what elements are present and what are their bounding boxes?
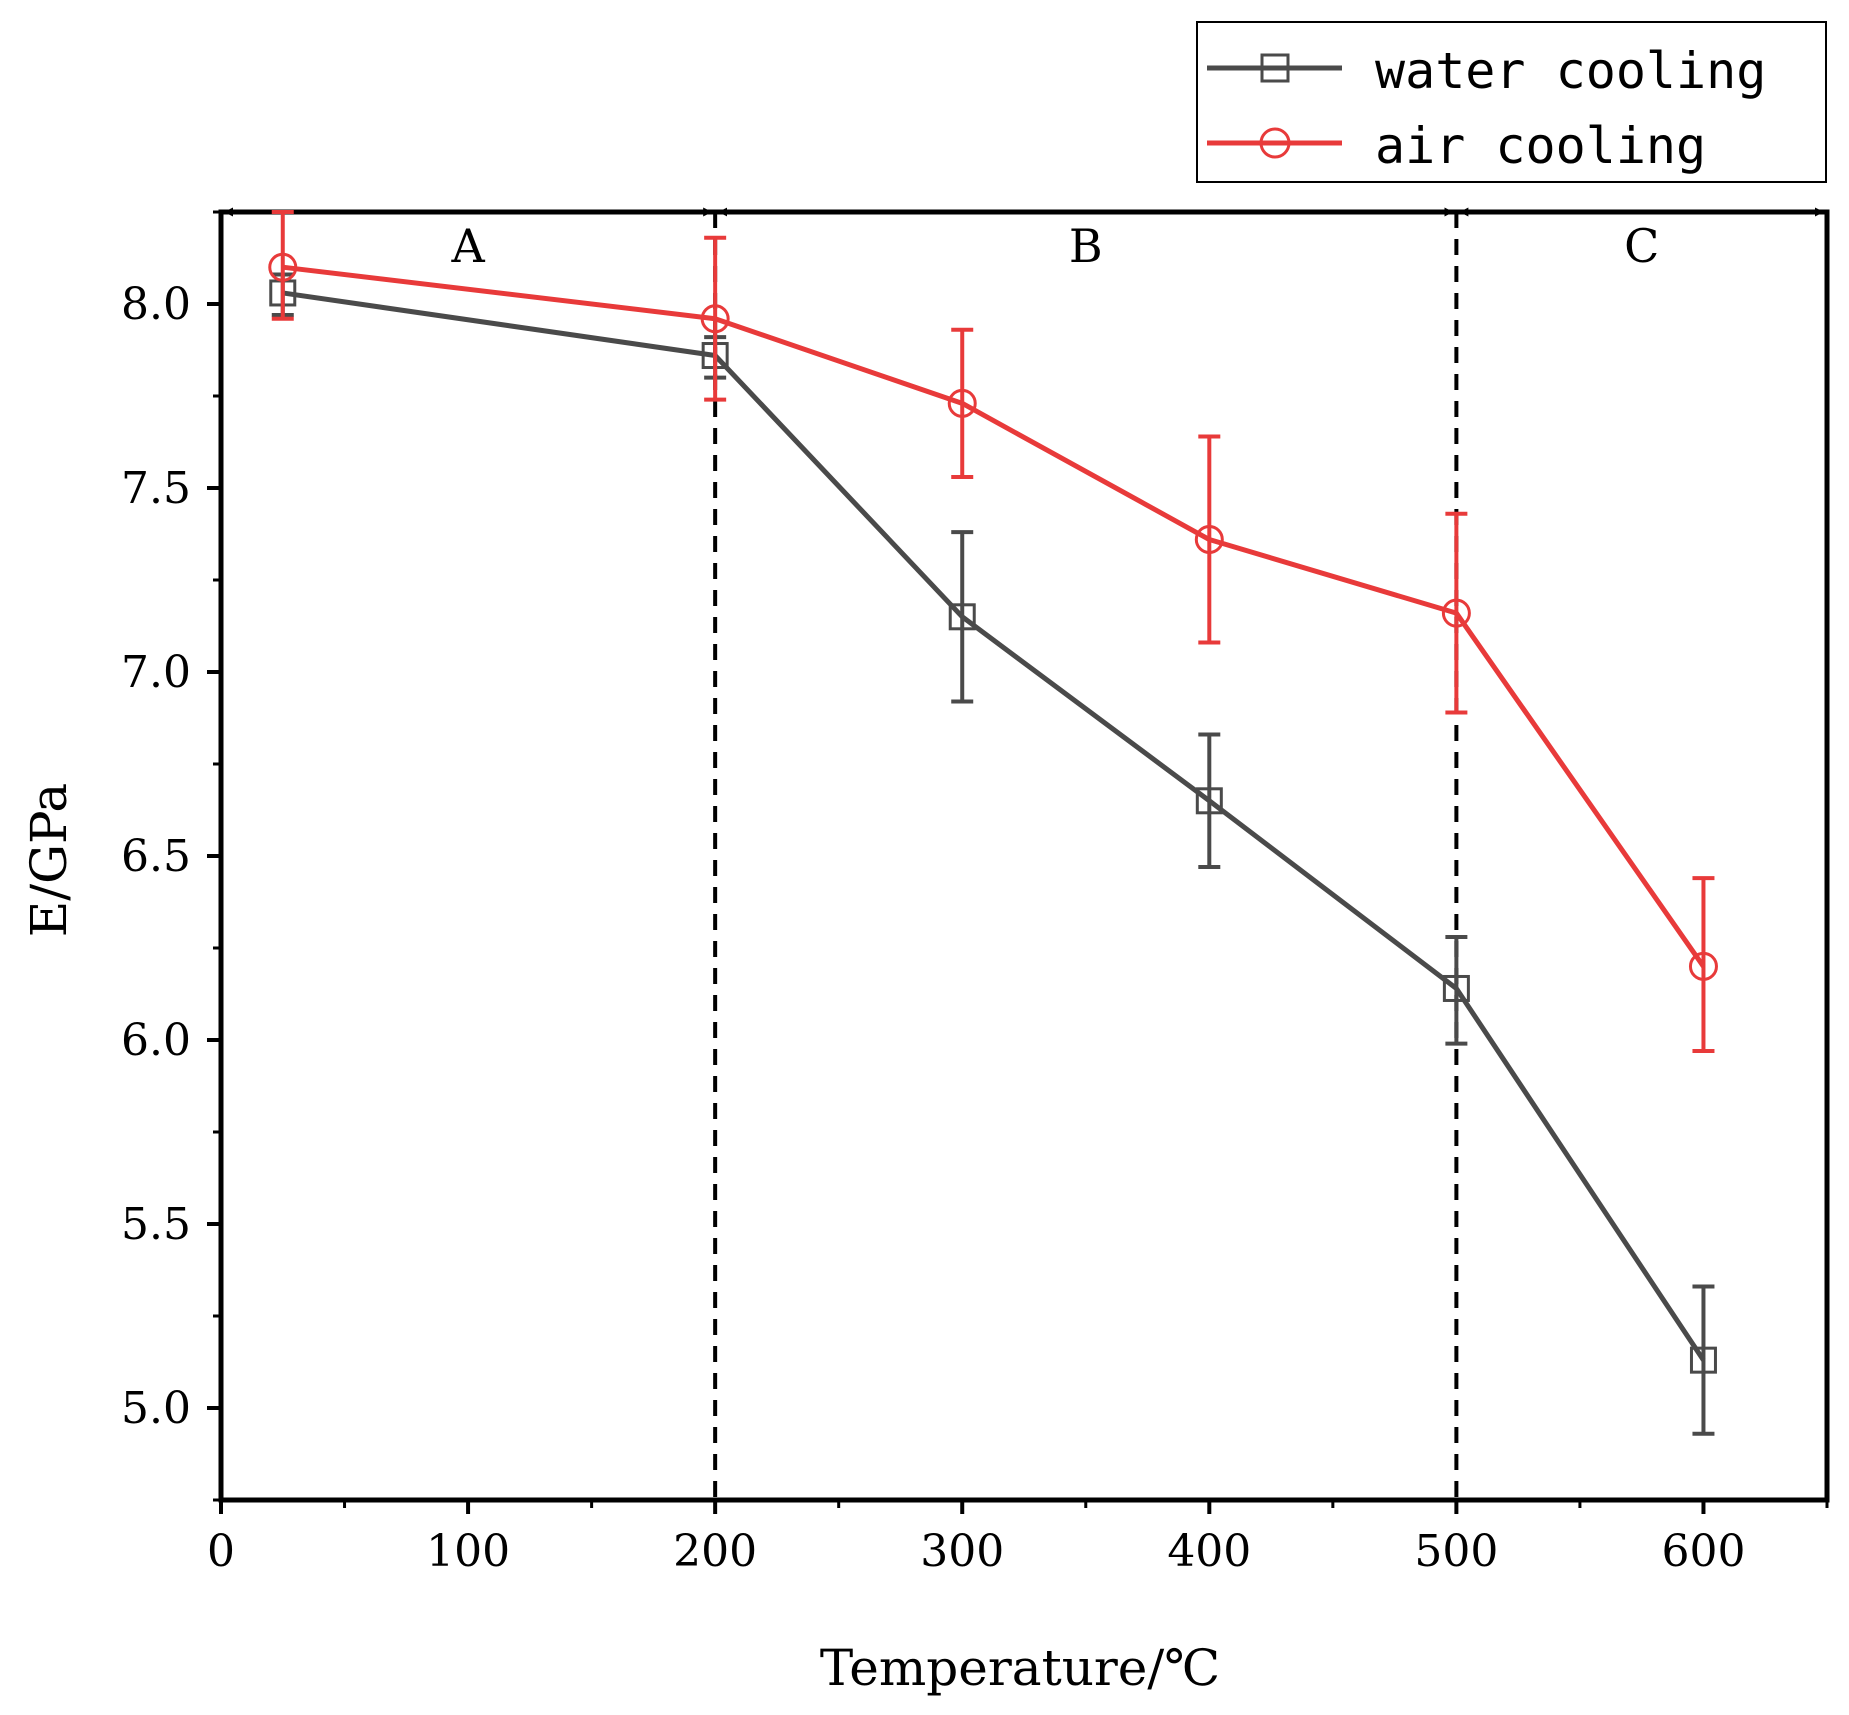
region-label: C <box>1624 219 1659 273</box>
y-tick-label: 8.0 <box>121 279 191 330</box>
region-annotations: A B C <box>224 207 1824 1500</box>
plot-frame <box>218 209 1830 1503</box>
data-point-circle <box>947 388 977 418</box>
y-axis: 5.0 5.5 6.0 6.5 7.0 7.5 8.0 <box>121 210 221 1502</box>
x-axis-title: Temperature/℃ <box>820 1639 1220 1697</box>
data-point-circle <box>700 304 730 334</box>
legend-box <box>1196 21 1827 183</box>
x-tick-label: 400 <box>1167 1526 1251 1577</box>
x-tick-label: 300 <box>920 1526 1004 1577</box>
x-tick-label: 200 <box>673 1526 757 1577</box>
region-label: A <box>450 219 485 273</box>
y-axis-title: E/GPa <box>20 783 78 938</box>
data-point-circle <box>268 252 298 282</box>
legend-marker-circle <box>1259 127 1291 159</box>
y-tick-label: 7.0 <box>121 647 191 698</box>
data-point-circle <box>1441 598 1471 628</box>
series-line <box>282 264 1706 968</box>
x-axis: 0 100 200 300 400 500 600 <box>207 1500 1829 1577</box>
x-tick-label: 600 <box>1661 1526 1745 1577</box>
data-point-circle <box>1194 525 1224 555</box>
data-point-circle <box>1688 951 1718 981</box>
y-tick-label: 7.5 <box>121 463 191 514</box>
y-tick-label: 5.0 <box>121 1383 191 1434</box>
series-water-cooling <box>269 272 1717 1436</box>
y-tick-label: 5.5 <box>121 1199 191 1250</box>
legend: water cooling air cooling <box>1196 21 1827 183</box>
legend-marker-square <box>1260 53 1290 83</box>
data-point-square <box>1195 787 1223 815</box>
data-point-square <box>948 603 976 631</box>
data-point-square <box>1689 1346 1717 1374</box>
series-air-cooling <box>268 210 1718 1054</box>
legend-label-water: water cooling <box>1375 42 1766 100</box>
x-tick-label: 0 <box>207 1526 235 1577</box>
data-point-square <box>1442 974 1470 1002</box>
x-tick-label: 100 <box>426 1526 510 1577</box>
region-label: B <box>1069 219 1103 273</box>
plot-border <box>218 209 1830 1503</box>
series-layer <box>268 210 1718 1436</box>
y-tick-label: 6.0 <box>121 1015 191 1066</box>
y-tick-label: 6.5 <box>121 831 191 882</box>
series-line <box>282 290 1706 1362</box>
x-tick-label: 500 <box>1414 1526 1498 1577</box>
legend-label-air: air cooling <box>1375 117 1706 175</box>
